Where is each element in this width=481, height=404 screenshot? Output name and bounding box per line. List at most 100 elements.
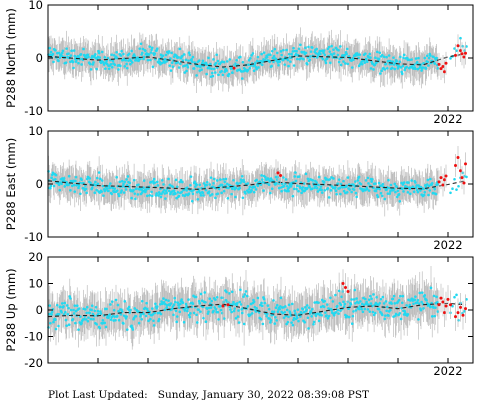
east-daily-point: [159, 195, 163, 199]
east-daily-point: [246, 182, 250, 185]
north-daily-point: [164, 57, 167, 61]
east-daily-point: [100, 179, 104, 182]
up-daily-point: [260, 301, 263, 305]
east-daily-point: [401, 183, 405, 186]
north-daily-point: [69, 54, 73, 57]
north-daily-point: [149, 58, 152, 62]
east-daily-point: [419, 189, 422, 192]
east-daily-point: [192, 188, 195, 192]
up-daily-point: [252, 300, 256, 304]
north-daily-point: [102, 63, 106, 66]
east-daily-point: [359, 182, 363, 186]
up-daily-point: [176, 301, 180, 305]
east-daily-point: [370, 178, 374, 181]
north-daily-point: [436, 67, 440, 70]
north-daily-point: [87, 55, 90, 59]
up-daily-point: [350, 298, 353, 301]
up-daily-point: [327, 314, 331, 318]
up-daily-point: [179, 302, 182, 306]
up-daily-point: [304, 306, 307, 309]
east-daily-point: [227, 186, 230, 190]
up-daily-point: [364, 297, 367, 301]
east-daily-point: [374, 189, 378, 193]
up-daily-point: [212, 309, 215, 313]
north-daily-point: [286, 58, 290, 62]
north-daily-point: [379, 72, 382, 75]
north-daily-point: [395, 59, 398, 63]
up-daily-point: [195, 313, 198, 317]
north-daily-point: [389, 59, 392, 63]
north-daily-point: [322, 49, 326, 52]
north-daily-point: [427, 56, 431, 60]
north-daily-point: [399, 55, 402, 59]
east-daily-point: [388, 192, 392, 195]
up-daily-point: [432, 306, 435, 309]
up-daily-point: [82, 317, 86, 321]
north-daily-point: [282, 48, 285, 52]
up-daily-point: [200, 299, 204, 303]
east-daily-point: [422, 187, 425, 191]
up-daily-point: [204, 320, 208, 324]
east-daily-point: [96, 182, 100, 186]
north-daily-point: [305, 62, 309, 66]
east-daily-point: [74, 179, 77, 183]
up-daily-point: [359, 300, 362, 303]
north-daily-point: [163, 61, 167, 64]
up-daily-point: [98, 326, 102, 330]
east-daily-point: [305, 186, 309, 190]
up-rapid-point: [441, 300, 445, 304]
east-daily-point: [284, 178, 288, 181]
east-daily-point: [317, 175, 321, 179]
up-daily-point: [237, 309, 240, 312]
up-daily-point: [109, 303, 112, 306]
up-daily-point: [142, 312, 145, 316]
north-daily-point: [142, 57, 145, 61]
east-daily-point: [434, 192, 438, 196]
north-daily-point: [273, 47, 277, 51]
up-daily-point: [390, 302, 393, 305]
north-daily-point: [315, 47, 318, 51]
east-daily-point: [260, 178, 264, 181]
east-daily-point: [285, 189, 288, 193]
up-daily-point: [112, 308, 116, 312]
north-daily-point: [432, 55, 435, 59]
north-daily-point: [358, 53, 362, 56]
north-daily-point: [119, 54, 123, 57]
north-daily-point: [212, 67, 216, 71]
up-daily-point: [152, 319, 155, 323]
north-daily-point: [433, 62, 437, 65]
up-daily-point: [52, 320, 55, 324]
east-daily-point: [220, 191, 223, 195]
north-daily-point: [255, 59, 259, 63]
north-daily-point: [249, 56, 252, 60]
east-daily-point: [402, 181, 406, 184]
north-daily-point: [133, 55, 137, 58]
up-daily-point: [420, 300, 423, 304]
east-daily-point: [234, 186, 238, 190]
east-daily-point: [409, 192, 412, 196]
north-daily-point: [117, 68, 120, 71]
up-daily-point: [307, 327, 310, 330]
east-daily-point: [105, 187, 109, 190]
up-rapid-point: [226, 303, 230, 307]
east-rapid-point: [456, 156, 460, 159]
up-daily-point: [455, 293, 458, 297]
east-daily-point: [54, 177, 57, 181]
north-daily-point: [326, 47, 330, 51]
up-daily-point: [71, 318, 75, 321]
north-daily-point: [416, 67, 420, 71]
east-daily-point: [165, 191, 168, 195]
north-daily-point: [270, 49, 274, 53]
up-daily-point: [167, 299, 170, 302]
north-daily-point: [322, 51, 325, 55]
north-daily-point: [120, 49, 123, 53]
east-daily-point: [208, 183, 212, 186]
up-daily-point: [198, 301, 202, 305]
up-daily-point: [74, 309, 78, 313]
north-daily-point: [260, 52, 263, 56]
east-daily-point: [155, 180, 159, 184]
up-daily-point: [127, 305, 131, 309]
up-daily-point: [246, 304, 250, 308]
east-daily-point: [387, 178, 390, 182]
up-daily-point: [134, 314, 138, 318]
